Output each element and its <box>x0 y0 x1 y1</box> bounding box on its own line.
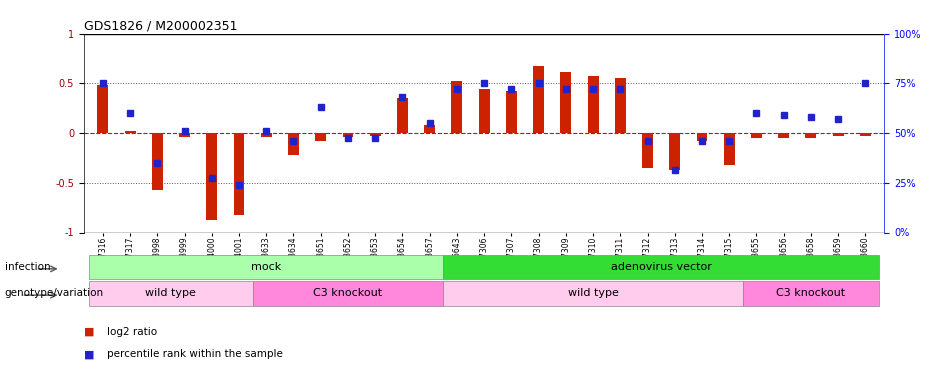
Bar <box>479 89 490 133</box>
Bar <box>743 281 879 306</box>
Bar <box>179 133 190 137</box>
Bar <box>506 92 517 133</box>
Bar <box>533 66 544 133</box>
Bar <box>614 78 626 133</box>
Bar <box>452 81 463 133</box>
Text: percentile rank within the sample: percentile rank within the sample <box>107 350 283 359</box>
Text: adenovirus vector: adenovirus vector <box>611 262 711 272</box>
Bar <box>696 133 708 141</box>
Bar <box>587 76 599 133</box>
Bar <box>370 133 381 136</box>
Bar <box>669 133 681 170</box>
Bar <box>316 133 326 141</box>
Text: C3 knockout: C3 knockout <box>314 288 383 298</box>
Bar <box>425 125 435 133</box>
Bar <box>207 133 217 220</box>
Text: genotype/variation: genotype/variation <box>5 288 103 298</box>
Bar <box>252 281 443 306</box>
Bar <box>98 86 108 133</box>
Bar <box>152 133 163 190</box>
Text: wild type: wild type <box>145 288 196 298</box>
Bar <box>261 133 272 137</box>
Bar <box>642 133 653 168</box>
Bar <box>89 255 443 279</box>
Text: ■: ■ <box>84 350 94 359</box>
Text: infection: infection <box>5 262 50 272</box>
Bar <box>723 133 735 165</box>
Bar <box>860 133 870 136</box>
Bar <box>234 133 245 214</box>
Text: log2 ratio: log2 ratio <box>107 327 157 337</box>
Bar <box>125 131 136 133</box>
Bar <box>805 133 816 138</box>
Bar <box>832 133 843 136</box>
Text: C3 knockout: C3 knockout <box>776 288 845 298</box>
Text: GDS1826 / M200002351: GDS1826 / M200002351 <box>84 20 237 33</box>
Bar <box>560 72 572 133</box>
Text: ■: ■ <box>84 327 94 337</box>
Bar <box>89 281 252 306</box>
Bar <box>288 133 299 155</box>
Bar <box>443 281 743 306</box>
Bar <box>343 133 354 137</box>
Bar <box>751 133 762 138</box>
Bar <box>443 255 879 279</box>
Bar <box>778 133 789 138</box>
Text: wild type: wild type <box>568 288 618 298</box>
Bar <box>397 98 408 133</box>
Text: mock: mock <box>251 262 281 272</box>
